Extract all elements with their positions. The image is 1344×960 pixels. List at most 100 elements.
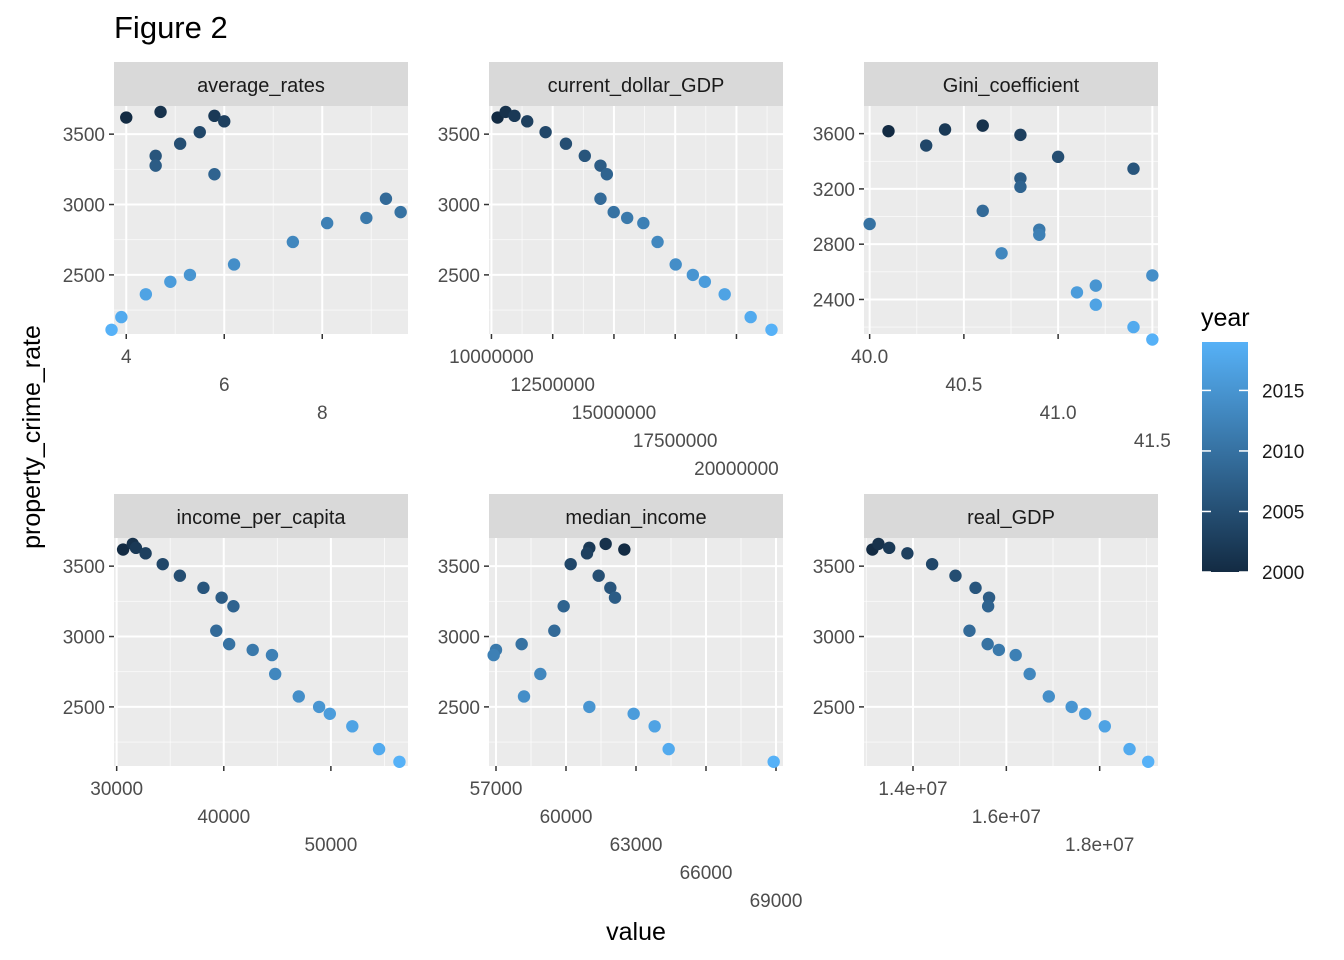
x-tick-label: 1.8e+07 [1065, 835, 1134, 856]
legend-title: year [1201, 304, 1250, 332]
data-point [286, 235, 300, 249]
y-tick-label: 3200 [813, 180, 855, 201]
data-point [139, 288, 153, 301]
figure-title: Figure 2 [114, 10, 228, 45]
data-point [312, 700, 326, 714]
data-point [268, 667, 282, 681]
y-tick-label: 3500 [813, 557, 855, 578]
data-point [1051, 150, 1065, 164]
x-tick-label: 57000 [470, 779, 523, 800]
facet-panel-current-dollar-gdp: current_dollar_GDP 2500 3000 3500 10000000 12… [438, 62, 783, 480]
data-point [637, 216, 650, 230]
data-point [938, 123, 952, 136]
facet-strip-label: real_GDP [967, 507, 1055, 529]
y-tick-label: 3500 [63, 125, 105, 146]
facet-strip-label: average_rates [197, 75, 325, 97]
x-tick-label: 6 [219, 375, 230, 396]
y-axis-title: property_crime_rate [18, 325, 46, 549]
y-tick-label: 3000 [63, 628, 105, 649]
data-point [539, 125, 552, 139]
facet-strip-label: current_dollar_GDP [548, 75, 725, 97]
data-point [208, 109, 221, 123]
x-axis: 10000000 12500000 15000000 17500000 20000000 [449, 334, 779, 480]
data-point [583, 700, 596, 714]
facet-strip [489, 494, 783, 538]
x-tick-label: 40.0 [851, 347, 888, 368]
data-point [648, 720, 661, 733]
facet-strip [864, 494, 1158, 538]
x-tick-label: 50000 [304, 835, 357, 856]
gridlines [489, 106, 783, 334]
data-point [227, 600, 240, 613]
data-point [1079, 707, 1092, 720]
data-point [164, 275, 177, 288]
data-point [1089, 279, 1103, 292]
y-tick-label: 2800 [813, 235, 855, 256]
y-tick-label: 2500 [438, 266, 480, 287]
facet-panel-income-per-capita: income_per_capita 2500 3000 3500 30000 40000 5… [63, 494, 408, 856]
data-point [139, 547, 152, 560]
data-points [105, 105, 407, 336]
data-point [662, 742, 675, 756]
data-point [534, 667, 547, 681]
x-tick-label: 1.4e+07 [878, 779, 947, 800]
data-point [564, 557, 577, 571]
data-point [981, 600, 995, 613]
facet-strip [489, 62, 783, 106]
data-point [600, 168, 614, 181]
data-point [1146, 333, 1159, 346]
data-point [265, 648, 279, 662]
legend: year 2000 2005 2010 2015 [1201, 304, 1304, 584]
data-point [372, 742, 386, 756]
data-point [620, 211, 634, 225]
data-points [491, 105, 778, 336]
data-point [981, 637, 994, 651]
data-points [487, 537, 780, 768]
x-axis: 4 6 8 [121, 334, 328, 424]
data-point [882, 124, 895, 138]
y-tick-label: 2500 [813, 698, 855, 719]
data-point [767, 755, 780, 768]
panel-background [489, 106, 783, 334]
data-point [559, 137, 573, 150]
data-point [129, 541, 143, 555]
data-point [976, 119, 989, 132]
data-point [346, 720, 359, 733]
data-point [227, 258, 241, 271]
facet-strip [864, 62, 1158, 106]
y-tick-label: 3500 [438, 125, 480, 146]
legend-tick-label: 2010 [1262, 442, 1304, 463]
data-point [246, 643, 259, 657]
x-tick-label: 20000000 [694, 459, 779, 480]
x-tick-label: 30000 [90, 779, 143, 800]
data-point [578, 149, 591, 163]
data-points [116, 537, 406, 768]
data-point [508, 109, 521, 123]
data-point [618, 543, 631, 556]
facet-panel-real-gdp: real_GDP 2500 3000 3500 1.4e+07 1.6e+07 1.8e+0… [813, 494, 1158, 856]
data-point [557, 600, 570, 613]
data-point [208, 168, 221, 181]
data-point [863, 217, 876, 231]
data-point [686, 268, 700, 282]
facet-panel-gini-coefficient: Gini_coefficient 2400 2800 3200 3600 40.0 40.5… [813, 62, 1171, 452]
data-point [105, 323, 118, 336]
data-point [607, 205, 620, 219]
y-tick-label: 3000 [438, 628, 480, 649]
data-point [765, 323, 778, 336]
data-point [120, 111, 133, 124]
data-point [744, 310, 757, 324]
y-tick-label: 3500 [63, 557, 105, 578]
x-tick-label: 41.5 [1134, 431, 1171, 452]
data-point [156, 557, 169, 571]
data-point [215, 591, 228, 604]
data-point [651, 235, 664, 249]
facet-panels: average_rates 2500 3000 3500 4 6 8 current_doll… [63, 62, 1171, 912]
gridlines [489, 538, 783, 766]
data-point [1065, 700, 1078, 714]
data-points [866, 537, 1155, 768]
data-point [698, 275, 712, 288]
facet-strip [114, 494, 408, 538]
